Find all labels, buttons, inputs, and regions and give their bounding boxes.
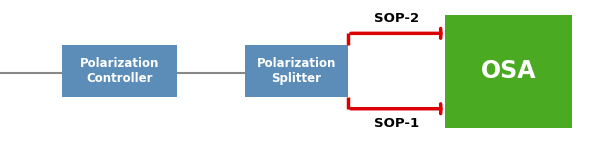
Text: Polarization
Splitter: Polarization Splitter [257,57,336,85]
FancyBboxPatch shape [62,45,177,97]
Text: SOP-1: SOP-1 [374,117,419,130]
Text: SOP-2: SOP-2 [374,12,419,25]
Text: Polarization
Controller: Polarization Controller [80,57,159,85]
FancyBboxPatch shape [445,14,572,128]
Text: OSA: OSA [481,59,537,83]
FancyBboxPatch shape [245,45,348,97]
